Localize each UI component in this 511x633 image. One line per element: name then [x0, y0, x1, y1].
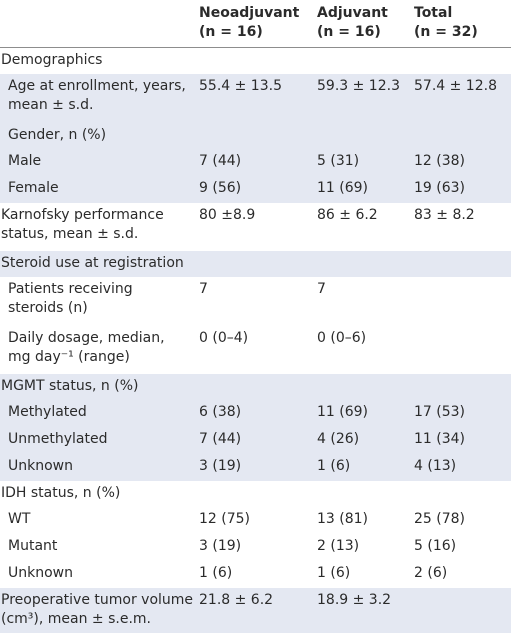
table-row: Methylated 6 (38) 11 (69) 17 (53) — [0, 400, 511, 427]
row-label: Preoperative tumor volume (cm³), mean ± s… — [1, 592, 194, 627]
table-row: Unmethylated 7 (44) 4 (26) 11 (34) — [0, 427, 511, 454]
table-row: Female 9 (56) 11 (69) 19 (63) — [0, 176, 511, 203]
table-row: Preoperative tumor volume (cm³), mean ± s… — [0, 588, 511, 633]
section-demographics: Demographics — [0, 48, 511, 74]
table-header: Neoadjuvant (n = 16) Adjuvant (n = 16) T… — [0, 0, 511, 48]
row-label: Age at enrollment, years, mean ± s.d. — [8, 78, 186, 113]
header-adjuvant: Adjuvant (n = 16) — [317, 5, 388, 40]
section-steroid: Steroid use at registration — [0, 251, 511, 277]
table-row: Unknown 1 (6) 1 (6) 2 (6) — [0, 561, 511, 588]
table-row: WT 12 (75) 13 (81) 25 (78) — [0, 507, 511, 534]
table-row: Male 7 (44) 5 (31) 12 (38) — [0, 149, 511, 176]
table-row: Patients receiving steroids (n) 7 7 — [0, 277, 511, 326]
row-label: Patients receiving steroids (n) — [8, 281, 133, 316]
section-idh: IDH status, n (%) — [0, 481, 511, 507]
row-label: Daily dosage, median, mg day⁻¹ (range) — [8, 330, 165, 365]
table-row: Karnofsky performance status, mean ± s.d.… — [0, 203, 511, 251]
table-row: Mutant 3 (19) 2 (13) 5 (16) — [0, 534, 511, 561]
row-label: Karnofsky performance status, mean ± s.d. — [1, 207, 164, 242]
section-mgmt: MGMT status, n (%) — [0, 374, 511, 400]
header-neoadjuvant: Neoadjuvant (n = 16) — [199, 5, 300, 40]
table-row: Daily dosage, median, mg day⁻¹ (range) 0 … — [0, 326, 511, 374]
table-row: Age at enrollment, years, mean ± s.d. 55.… — [0, 74, 511, 123]
header-total: Total (n = 32) — [414, 5, 478, 40]
section-gender: Gender, n (%) — [0, 123, 511, 149]
table-row: Unknown 3 (19) 1 (6) 4 (13) — [0, 454, 511, 481]
